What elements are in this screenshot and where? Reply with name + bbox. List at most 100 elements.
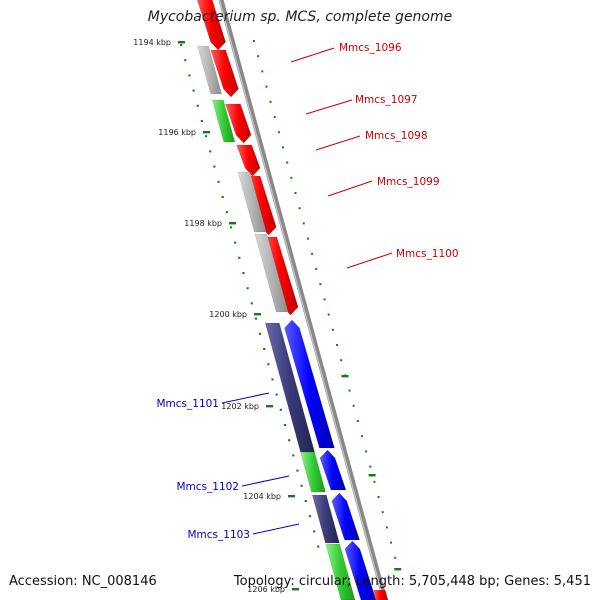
gene-leader-line bbox=[241, 475, 290, 487]
ruler-tick bbox=[319, 283, 322, 286]
ruler-tick bbox=[269, 100, 272, 103]
ruler-tick bbox=[265, 85, 268, 88]
ruler-tick bbox=[234, 241, 237, 244]
gene-arrow-red bbox=[225, 103, 252, 144]
gene-leader-line bbox=[305, 99, 353, 115]
ruler-tick bbox=[373, 480, 376, 483]
ruler-tick bbox=[254, 317, 258, 320]
genome-backbone bbox=[218, 0, 388, 600]
ruler-tick bbox=[340, 359, 343, 362]
ruler-tick bbox=[225, 211, 228, 214]
ruler-tick bbox=[267, 363, 270, 366]
ruler-tick bbox=[261, 70, 264, 73]
gene-label: Mmcs_1100 bbox=[396, 248, 459, 260]
ruler-tick bbox=[283, 424, 287, 426]
ruler-label: 1194 kbp bbox=[133, 38, 171, 47]
ruler-tick bbox=[184, 59, 187, 62]
major-tick bbox=[288, 495, 295, 498]
ruler-ticks: 1194 kbp 1196 kbp 1198 kbp 1200 kbp 1202 kbp… bbox=[133, 38, 402, 594]
gene-labels: Mmcs_1096 Mmcs_1097 Mmcs_1098 Mmcs_1099 Mmcs… bbox=[156, 42, 458, 541]
gene-label: Mmcs_1103 bbox=[187, 529, 250, 541]
ruler-tick bbox=[323, 298, 326, 301]
major-tick bbox=[178, 41, 185, 44]
ruler-tick bbox=[390, 541, 393, 544]
gene-arrow-gray bbox=[237, 171, 267, 233]
ruler-tick bbox=[381, 511, 384, 514]
ruler-tick bbox=[306, 237, 309, 240]
ruler-tick bbox=[238, 256, 241, 259]
ruler-tick bbox=[271, 378, 274, 381]
accession-text: Accession: NC_008146 bbox=[9, 574, 157, 589]
gene-arrow-gray bbox=[197, 45, 223, 95]
gene-leader-line bbox=[346, 252, 393, 269]
ruler-tick bbox=[348, 389, 351, 392]
ruler-tick bbox=[317, 545, 320, 548]
gene-arrow-green bbox=[300, 451, 326, 493]
gene-arrow-red bbox=[236, 144, 261, 177]
gene-arrow-blue bbox=[284, 319, 335, 449]
ruler-tick bbox=[308, 515, 312, 518]
major-tick bbox=[203, 131, 210, 134]
gene-label: Mmcs_1097 bbox=[355, 94, 418, 106]
gene-leader-line bbox=[315, 135, 361, 151]
ruler-tick bbox=[200, 120, 203, 122]
gene-label: Mmcs_1098 bbox=[365, 130, 428, 142]
gene-arrow-navy bbox=[311, 494, 340, 544]
gene-label: Mmcs_1102 bbox=[176, 481, 239, 493]
ruler-label: 1200 kbp bbox=[209, 310, 247, 319]
backbone-highlight bbox=[218, 0, 385, 600]
gene-label: Mmcs_1096 bbox=[339, 42, 402, 54]
ruler-tick bbox=[213, 165, 216, 168]
gene-arrow-gray bbox=[254, 233, 289, 313]
ruler-tick bbox=[360, 435, 363, 438]
ruler-tick bbox=[188, 74, 191, 77]
gene-leader-line bbox=[221, 392, 270, 404]
ruler-tick bbox=[252, 40, 255, 42]
ruler-label: 1202 kbp bbox=[221, 402, 259, 411]
ruler-tick bbox=[315, 268, 318, 270]
major-tick bbox=[266, 405, 273, 408]
ruler-tick bbox=[275, 393, 278, 396]
gene-label: Mmcs_1101 bbox=[156, 398, 219, 410]
ruler-tick bbox=[286, 161, 289, 164]
ruler-tick bbox=[302, 222, 305, 225]
ruler-tick bbox=[311, 252, 314, 255]
gene-arrow-red bbox=[196, 0, 227, 51]
gene-leader-line bbox=[327, 180, 373, 197]
ruler-tick bbox=[385, 526, 388, 529]
ruler-tick bbox=[292, 454, 295, 457]
ruler-tick bbox=[336, 344, 339, 346]
major-tick bbox=[368, 474, 376, 477]
ruler-tick bbox=[217, 180, 220, 183]
gene-leader-line bbox=[290, 47, 335, 63]
ruler-tick bbox=[352, 404, 355, 407]
ruler-label: 1198 kbp bbox=[184, 219, 222, 228]
major-tick bbox=[254, 313, 261, 316]
gene-arrow-blue bbox=[344, 540, 377, 600]
ruler-tick bbox=[257, 55, 260, 58]
gene-arrow-green bbox=[325, 543, 356, 600]
ruler-tick bbox=[369, 465, 372, 468]
ruler-tick bbox=[394, 556, 397, 559]
major-tick bbox=[341, 375, 349, 378]
ruler-label: 1206 kbp bbox=[247, 585, 285, 594]
ruler-tick bbox=[273, 116, 276, 118]
major-tick bbox=[292, 588, 299, 591]
gene-features bbox=[196, 0, 388, 600]
ruler-tick bbox=[331, 328, 334, 331]
topology-text: Topology: circular; Length: 5,705,448 bp… bbox=[233, 574, 591, 589]
gene-arrow-navy bbox=[264, 322, 315, 453]
gene-arrow-red bbox=[210, 49, 239, 98]
ruler-tick bbox=[209, 150, 212, 153]
ruler-tick bbox=[288, 439, 291, 442]
major-tick bbox=[229, 222, 236, 225]
ruler-tick bbox=[263, 348, 266, 350]
ruler-tick bbox=[365, 450, 368, 453]
major-tick bbox=[394, 568, 402, 571]
ruler-tick bbox=[229, 226, 233, 229]
gene-arrow-green bbox=[211, 99, 236, 143]
gene-arrow-blue bbox=[331, 492, 361, 541]
ruler-tick bbox=[327, 313, 330, 316]
gene-arrow-red bbox=[373, 590, 388, 600]
ruler-tick bbox=[246, 287, 249, 290]
